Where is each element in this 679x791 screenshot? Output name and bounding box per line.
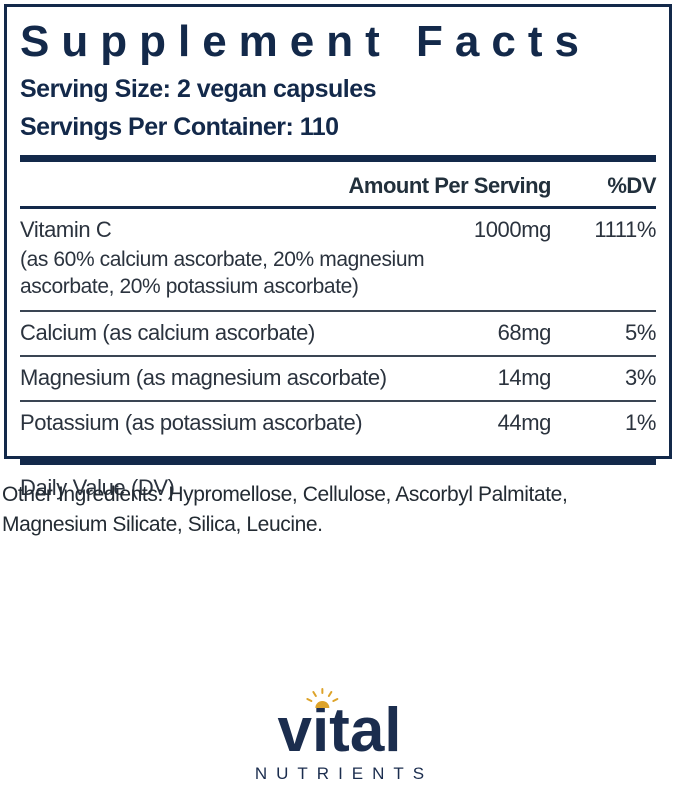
separator-bar-top <box>20 155 656 163</box>
nutrient-amount: 68mg <box>497 319 552 345</box>
panel-title: Supplement Facts <box>20 17 591 66</box>
nutrient-cell: Potassium (as potassium ascorbate) <box>20 410 498 436</box>
row-divider <box>20 354 656 357</box>
vital-nutrients-logo: vital NUTRIENTS <box>246 688 434 784</box>
logo-wordmark-wrap: vital <box>277 688 402 765</box>
nutrient-name: Magnesium (as magnesium ascorbate) <box>20 364 387 390</box>
table-row-magnesium: Magnesium (as magnesium ascorbate) 14mg … <box>20 357 656 400</box>
row-divider <box>20 399 656 402</box>
nutrient-dv: 3% <box>625 364 656 390</box>
nutrient-cell: Calcium (as calcium ascorbate) <box>20 320 498 346</box>
column-header-amount: Amount Per Serving <box>348 173 552 199</box>
nutrient-name: Vitamin C <box>20 217 112 243</box>
nutrient-amount: 1000mg <box>473 217 552 243</box>
column-header-dv: %DV <box>607 173 656 199</box>
serving-size: Serving Size: 2 vegan capsules <box>20 75 377 104</box>
nutrient-cell: Vitamin C (as 60% calcium ascorbate, 20%… <box>20 217 474 301</box>
servings-per-container: Servings Per Container: 110 <box>20 113 339 142</box>
row-divider <box>20 309 656 312</box>
nutrient-dv: 1111% <box>594 217 656 243</box>
supplement-facts-panel: Supplement Facts Serving Size: 2 vegan c… <box>4 4 672 500</box>
nutrient-amount: 14mg <box>497 364 552 390</box>
table-row-vitamin-c: Vitamin C (as 60% calcium ascorbate, 20%… <box>20 209 656 310</box>
daily-value-footnote: Daily Value (DV) <box>20 474 175 500</box>
nutrient-detail: (as 60% calcium ascorbate, 20% magnesium… <box>20 248 425 299</box>
nutrient-cell: Magnesium (as magnesium ascorbate) <box>20 365 498 391</box>
other-ingredients-text: Other Ingredients: Hypromellose, Cellulo… <box>2 483 568 537</box>
separator-bar-bottom <box>20 457 656 465</box>
table-row-calcium: Calcium (as calcium ascorbate) 68mg 5% <box>20 312 656 355</box>
nutrient-dv: 1% <box>625 409 656 435</box>
logo-subtitle-text: NUTRIENTS <box>254 764 434 783</box>
nutrient-name: Calcium (as calcium ascorbate) <box>20 319 315 345</box>
table-header-row: Amount Per Serving %DV <box>20 162 657 210</box>
nutrient-dv: 5% <box>625 319 656 345</box>
nutrient-name: Potassium (as potassium ascorbate) <box>20 409 363 435</box>
logo-brand-text: vital <box>277 696 402 765</box>
sun-icon <box>306 688 339 708</box>
nutrient-amount: 44mg <box>497 409 552 435</box>
table-row-potassium: Potassium (as potassium ascorbate) 44mg … <box>20 402 656 445</box>
